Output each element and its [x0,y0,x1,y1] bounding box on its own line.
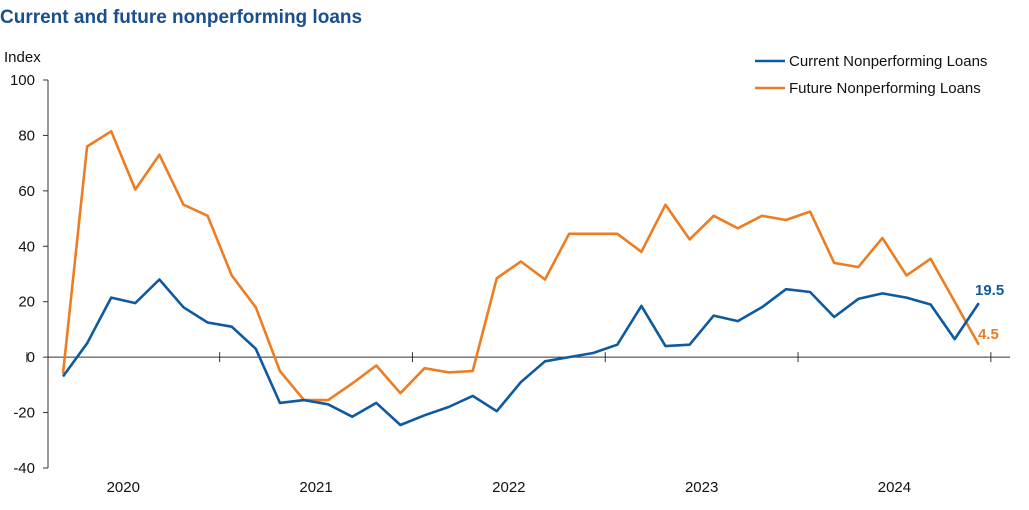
y-tick-label: 80 [18,127,35,144]
x-tick-label: 2023 [685,479,718,496]
x-axis: 2020 2021 2022 2023 2024 [26,352,1010,496]
legend-label: Current Nonperforming Loans [789,53,987,70]
series-line-current-nonperforming-loans [61,278,980,427]
y-tick-label: -20 [13,405,35,422]
end-value-label: 19.5 [975,282,1004,299]
y-tick-label: 20 [18,294,35,311]
x-tick-label: 2024 [878,479,911,496]
y-tick-label: 40 [18,238,35,255]
end-labels: 19.5 4.5 [975,282,1004,343]
end-value-label: 4.5 [978,326,999,343]
y-tick-label: 100 [10,72,35,89]
x-tick-label: 2020 [107,479,140,496]
chart-title: Current and future nonperforming loans [0,7,363,28]
y-tick-label: 0 [27,349,35,366]
series-lines [61,130,980,427]
y-axis-title: Index [4,49,41,66]
y-tick-label: 60 [18,183,35,200]
x-tick-label: 2022 [492,479,525,496]
legend: Current Nonperforming Loans Future Nonper… [755,53,987,97]
x-tick-label: 2021 [299,479,332,496]
y-axis: -40 -20 0 20 40 60 80 100 [10,72,49,477]
legend-label: Future Nonperforming Loans [789,80,981,97]
series-line-future-nonperforming-loans [61,130,980,402]
y-tick-label: -40 [13,460,35,477]
